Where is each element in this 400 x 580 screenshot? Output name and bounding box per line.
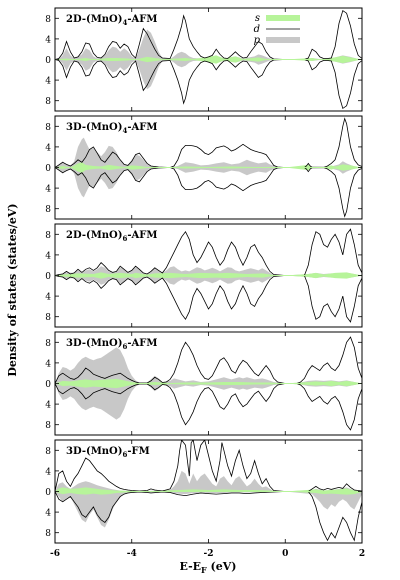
y-tick-label: 0 xyxy=(45,272,51,282)
x-tick-label: -2 xyxy=(204,549,214,559)
s-dos-area-down xyxy=(55,275,362,279)
panel-plot-area xyxy=(55,440,362,542)
x-tick-label: 0 xyxy=(282,549,288,559)
y-tick-label: 4 xyxy=(45,359,51,369)
d-dos-line-down xyxy=(55,491,362,542)
x-tick-label: -6 xyxy=(50,549,60,559)
x-axis-label-unit: (eV) xyxy=(207,560,237,573)
panel-label-subscript: 6 xyxy=(122,234,127,243)
y-tick-label: 4 xyxy=(45,185,51,195)
panel-label-suffix: -AFM xyxy=(127,14,157,25)
x-axis-label-main: E-E xyxy=(179,560,201,573)
y-tick-label: 0 xyxy=(45,488,51,498)
y-tick-label: 0 xyxy=(45,164,51,174)
x-tick-labels: -6 -4 -2 0 2 xyxy=(50,549,365,559)
legend-swatch-s xyxy=(266,15,300,21)
panel-label: 2D-(MnO)6-AFM xyxy=(66,230,157,243)
d-dos-line-up xyxy=(55,9,362,60)
p-dos-area-down xyxy=(55,167,362,198)
p-dos-area-up xyxy=(55,29,362,60)
s-dos-area-up xyxy=(55,378,362,384)
panel-label-subscript: 4 xyxy=(122,18,127,27)
panel-label-suffix: -AFM xyxy=(127,338,157,349)
panels-group: 840482D-(MnO)4-AFM840483D-(MnO)4-AFM8404… xyxy=(45,7,363,544)
y-axis-label: Density of states (states/eV) xyxy=(6,203,19,376)
d-dos-line-down xyxy=(55,59,362,110)
y-tick-label: 4 xyxy=(45,35,51,45)
panel-plot-area xyxy=(55,228,362,323)
y-tick-label: 4 xyxy=(45,401,51,411)
panel-label: 3D-(MnO)4-AFM xyxy=(66,122,157,135)
panel-plot-area xyxy=(55,9,362,110)
p-dos-area-down xyxy=(55,275,362,285)
d-dos-line-down xyxy=(55,275,362,323)
panel-label-suffix: -AFM xyxy=(127,122,157,133)
panel-label: 2D-(MnO)4-AFM xyxy=(66,14,157,27)
y-tick-label: 4 xyxy=(45,251,51,261)
panel-label-suffix: -AFM xyxy=(127,230,157,241)
y-tick-label: 0 xyxy=(45,56,51,66)
y-tick-label: 8 xyxy=(45,15,51,25)
d-dos-line-up xyxy=(55,228,362,276)
y-tick-label: 8 xyxy=(45,421,51,431)
panel-label-subscript: 6 xyxy=(122,342,127,351)
p-dos-area-up xyxy=(55,470,362,492)
s-dos-area-up xyxy=(55,272,362,276)
legend: sdp xyxy=(254,13,300,46)
y-tick-label: 4 xyxy=(45,77,51,87)
panel-4: 8 4 0 4 8 3D-(MnO)6-AFM xyxy=(45,331,363,436)
panel-label-main: 3D-(MnO) xyxy=(66,122,122,133)
s-dos-area-down xyxy=(55,59,362,64)
s-dos-area-up xyxy=(55,55,362,60)
y-tick-label: 0 xyxy=(45,380,51,390)
panel-5: 8 4 0 4 8 3D-(MnO)6-FM xyxy=(45,439,363,544)
x-axis-label-subscript: F xyxy=(201,565,207,575)
panel-label-subscript: 4 xyxy=(122,126,127,135)
y-tick-label: 8 xyxy=(45,313,51,323)
y-tick-label: 8 xyxy=(45,231,51,241)
panel-label-subscript: 6 xyxy=(122,450,127,459)
panel-3: 8 4 0 4 8 2D-(MnO)6-AFM xyxy=(45,223,363,328)
panel-label-main: 2D-(MnO) xyxy=(66,230,122,241)
legend-label-p: p xyxy=(254,35,261,46)
panel-plot-area xyxy=(55,117,362,218)
s-dos-area-up xyxy=(55,162,362,168)
d-dos-line-down xyxy=(55,383,362,431)
p-dos-area-down xyxy=(55,59,362,90)
s-dos-area-down xyxy=(55,167,362,173)
y-tick-label: 8 xyxy=(45,339,51,349)
panel-label: 3D-(MnO)6-FM xyxy=(66,446,150,459)
panel-label-main: 3D-(MnO) xyxy=(66,338,122,349)
y-tick-label: 4 xyxy=(45,509,51,519)
y-tick-label: 4 xyxy=(45,293,51,303)
y-tick-label: 8 xyxy=(45,205,51,215)
panel-label-suffix: -FM xyxy=(127,446,149,457)
y-tick-label: 8 xyxy=(45,123,51,133)
p-dos-area-up xyxy=(55,266,362,276)
panel-plot-area xyxy=(55,336,362,431)
legend-label-s: s xyxy=(255,13,260,24)
p-dos-area-down xyxy=(55,491,362,528)
x-tick-label: -4 xyxy=(127,549,137,559)
y-tick-label: 4 xyxy=(45,467,51,477)
x-axis-label: E-EF (eV) xyxy=(179,560,236,575)
legend-label-d: d xyxy=(254,24,260,35)
y-tick-label: 4 xyxy=(45,143,51,153)
y-tick-label: 8 xyxy=(45,529,51,539)
panel-label-main: 3D-(MnO) xyxy=(66,446,122,457)
x-tick-label: 2 xyxy=(359,549,365,559)
s-dos-area-down xyxy=(55,383,362,389)
d-dos-line-up xyxy=(55,440,362,492)
legend-swatch-p xyxy=(266,37,300,43)
p-dos-area-up xyxy=(55,137,362,168)
d-dos-line-up xyxy=(55,336,362,384)
y-tick-label: 8 xyxy=(45,447,51,457)
y-tick-label: 8 xyxy=(45,97,51,107)
panel-label: 3D-(MnO)6-AFM xyxy=(66,338,157,351)
panel-label-main: 2D-(MnO) xyxy=(66,14,122,25)
